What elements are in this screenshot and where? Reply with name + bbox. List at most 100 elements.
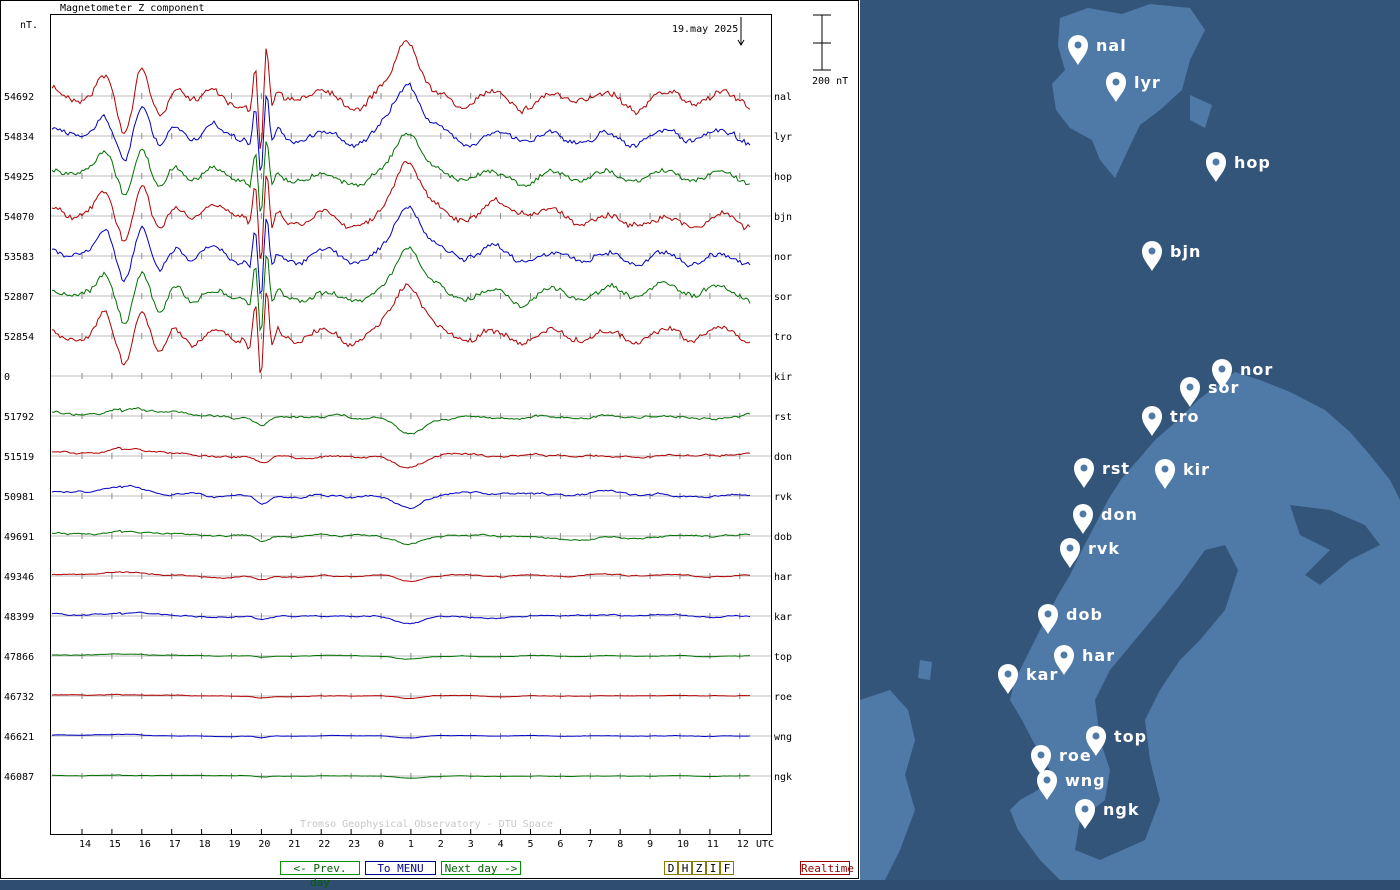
map-pin-icon xyxy=(1180,377,1200,407)
next-day-button[interactable]: Next day -> xyxy=(441,861,521,875)
x-tick-label: 23 xyxy=(348,839,360,850)
scale-label: 200 nT xyxy=(812,76,848,87)
station-map-label: tro xyxy=(1170,407,1200,426)
station-label-kir: kir xyxy=(774,372,792,383)
trace-har xyxy=(51,571,751,583)
to-menu-button[interactable]: To MENU xyxy=(365,861,436,875)
map-pin-icon xyxy=(1074,458,1094,488)
x-tick-label: 18 xyxy=(199,839,211,850)
station-label-hop: hop xyxy=(774,172,792,183)
baseline-label-roe: 46732 xyxy=(4,692,34,703)
component-h-button[interactable]: H xyxy=(678,861,692,875)
station-pin-ngk[interactable]: ngk xyxy=(1075,799,1139,829)
station-pin-bjn[interactable]: bjn xyxy=(1142,241,1201,271)
x-tick-label: 22 xyxy=(318,839,330,850)
x-tick-label: 11 xyxy=(707,839,719,850)
realtime-button[interactable]: Realtime xyxy=(800,861,854,875)
x-tick-label: 8 xyxy=(617,839,623,850)
chart-title: Magnetometer Z component xyxy=(60,3,205,14)
station-map-label: rst xyxy=(1102,459,1130,478)
station-pin-top[interactable]: top xyxy=(1086,726,1147,756)
x-tick-label: 20 xyxy=(258,839,270,850)
map-pin-icon xyxy=(1086,726,1106,756)
station-map-label: har xyxy=(1082,646,1115,665)
station-map-label: kir xyxy=(1183,460,1210,479)
trace-don xyxy=(52,446,751,469)
map-pin-icon xyxy=(1206,152,1226,182)
station-pin-tro[interactable]: tro xyxy=(1142,406,1200,436)
station-map-label: hop xyxy=(1234,153,1271,172)
baseline-label-kir: 0 xyxy=(4,372,10,383)
trace-roe xyxy=(51,693,750,700)
station-label-nor: nor xyxy=(774,252,792,263)
map-pin-icon xyxy=(1073,504,1093,534)
station-pin-kir[interactable]: kir xyxy=(1155,459,1210,489)
x-tick-label: 12 xyxy=(737,839,749,850)
x-tick-label: 14 xyxy=(79,839,91,850)
date-label: 19.may 2025 xyxy=(672,24,738,35)
station-label-tro: tro xyxy=(774,332,792,343)
x-tick-label: 9 xyxy=(647,839,653,850)
station-pin-kar[interactable]: kar xyxy=(998,664,1058,694)
baseline-label-kar: 48399 xyxy=(4,612,34,623)
station-pin-roe[interactable]: roe xyxy=(1031,745,1092,775)
trace-kar xyxy=(51,611,751,625)
station-pin-har[interactable]: har xyxy=(1054,645,1115,675)
date-marker-arrow xyxy=(737,17,745,46)
baseline-label-sor: 52807 xyxy=(4,292,34,303)
station-pin-nal[interactable]: nal xyxy=(1068,35,1127,65)
x-tick-label: 1 xyxy=(408,839,414,850)
x-tick-label: 17 xyxy=(169,839,181,850)
station-map-label: sor xyxy=(1208,378,1239,397)
station-pin-hop[interactable]: hop xyxy=(1206,152,1271,182)
component-z-button[interactable]: Z xyxy=(692,861,706,875)
component-i-button[interactable]: I xyxy=(706,861,720,875)
station-pin-nor[interactable]: nor xyxy=(1212,359,1273,389)
map-pin-icon xyxy=(998,664,1018,694)
map-pin-icon xyxy=(1075,799,1095,829)
baseline-label-wng: 46621 xyxy=(4,732,34,743)
station-map-label: nor xyxy=(1240,360,1273,379)
component-d-button[interactable]: D xyxy=(664,861,678,875)
baseline-label-nor: 53583 xyxy=(4,252,34,263)
x-tick-label: 16 xyxy=(139,839,151,850)
baseline-label-rvk: 50981 xyxy=(4,492,34,503)
trace-top xyxy=(51,653,751,660)
x-tick-label: 19 xyxy=(229,839,241,850)
map-pin-icon xyxy=(1060,538,1080,568)
trace-tro xyxy=(51,283,751,373)
magnetogram-panel: 14 15 16 17 18 19 20 21 22 23 0 1 2 3 4 5 6 7 8 9 10 11 12 5469… xyxy=(0,0,860,889)
station-label-don: don xyxy=(774,452,792,463)
station-pin-rvk[interactable]: rvk xyxy=(1060,538,1120,568)
station-pin-wng[interactable]: wng xyxy=(1037,770,1106,800)
trace-nor xyxy=(51,205,751,295)
x-tick-label: 7 xyxy=(587,839,593,850)
station-pin-dob[interactable]: dob xyxy=(1038,604,1103,634)
trace-sor xyxy=(51,246,751,332)
station-label-top: top xyxy=(774,652,792,663)
station-pin-lyr[interactable]: lyr xyxy=(1106,72,1161,102)
x-tick-label: 5 xyxy=(528,839,534,850)
station-map-label: dob xyxy=(1066,605,1103,624)
prev-day-button[interactable]: <- Prev. day xyxy=(280,861,360,889)
map-pin-icon xyxy=(1142,406,1162,436)
station-label-wng: wng xyxy=(774,732,792,743)
map-pin-icon xyxy=(1212,359,1232,389)
station-label-roe: roe xyxy=(774,692,792,703)
x-tick-label: 6 xyxy=(557,839,563,850)
station-label-bjn: bjn xyxy=(774,212,792,223)
station-label-nal: nal xyxy=(774,92,792,103)
x-tick-label: 0 xyxy=(378,839,384,850)
component-f-button[interactable]: F xyxy=(720,861,734,875)
trace-wng xyxy=(51,733,751,739)
station-label-ngk: ngk xyxy=(774,772,792,783)
british-isles xyxy=(860,660,932,880)
station-pin-sor[interactable]: sor xyxy=(1180,377,1239,407)
station-pin-rst[interactable]: rst xyxy=(1074,458,1130,488)
station-pin-don[interactable]: don xyxy=(1073,504,1138,534)
station-label-kar: kar xyxy=(774,612,792,623)
x-tick-label: 3 xyxy=(468,839,474,850)
trace-dob xyxy=(51,529,751,546)
baseline-label-har: 49346 xyxy=(4,572,34,583)
